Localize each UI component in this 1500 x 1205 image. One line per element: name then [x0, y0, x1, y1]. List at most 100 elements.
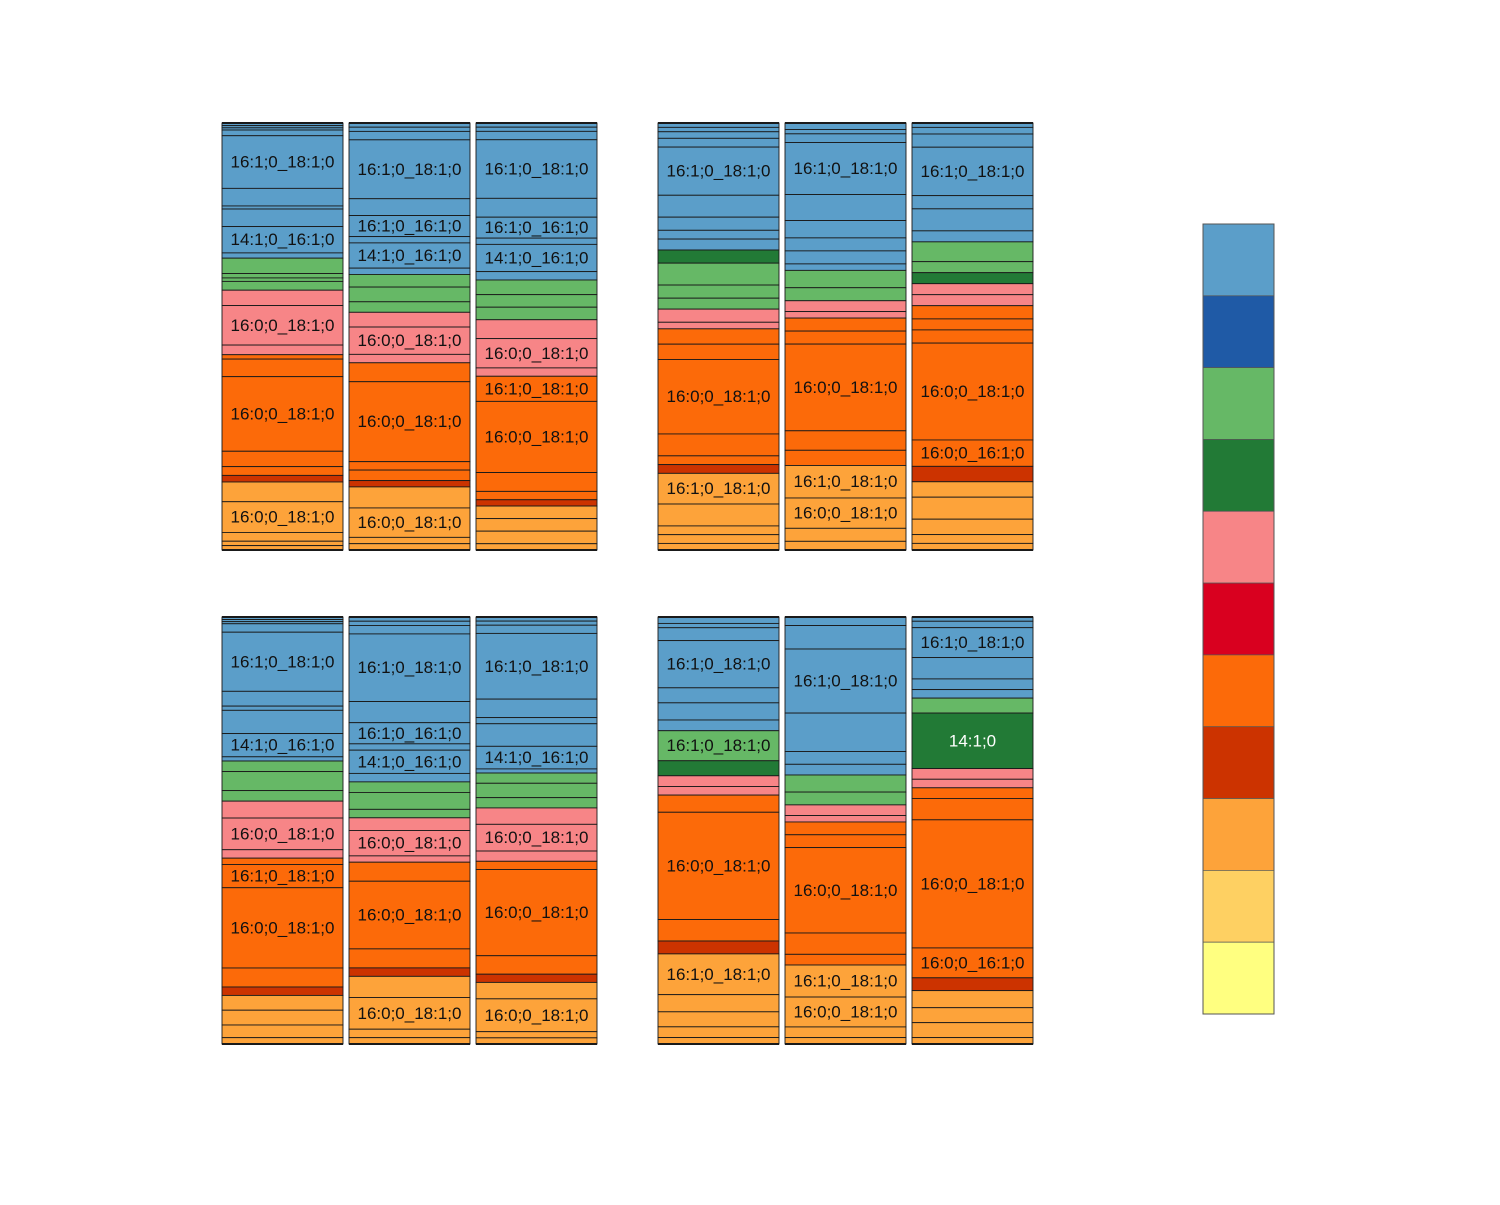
bar-segment	[784, 648, 907, 714]
segment-label: 16:0;0_18:1;0	[358, 1004, 462, 1023]
segment-label: 14:1;0_16:1;0	[358, 752, 462, 771]
colorbar-swatch	[1202, 510, 1275, 584]
bar-segment	[784, 343, 907, 432]
colorbar-swatch	[1202, 870, 1275, 943]
bar-segment	[348, 997, 471, 1030]
segment-label: 16:1;0_18:1;0	[921, 162, 1025, 181]
bar-segment	[221, 305, 344, 346]
bar-segment	[348, 267, 471, 275]
segment-label: 16:0;0_18:1;0	[921, 874, 1025, 893]
bar-segment	[784, 964, 907, 998]
bar-segment	[475, 772, 598, 784]
bar-segment	[911, 627, 1034, 659]
bar-segment	[348, 855, 471, 863]
bar-segment	[657, 359, 780, 435]
bar-segment	[911, 329, 1034, 344]
bar-segment	[784, 791, 907, 806]
bar-segment	[657, 994, 780, 1013]
bar-segment	[221, 1009, 344, 1026]
bar-segment	[657, 702, 780, 721]
bar-segment	[475, 130, 598, 141]
bar-segment	[348, 139, 471, 200]
colorbar-swatch	[1202, 726, 1275, 799]
segment-label: 16:1;0_18:1;0	[667, 162, 771, 181]
segment-label: 16:1;0_18:1;0	[794, 972, 898, 991]
bar-segment	[657, 719, 780, 732]
bar-segment	[784, 527, 907, 542]
segment-label: 14:1;0_16:1;0	[358, 246, 462, 265]
segment-label: 14:1;0	[949, 731, 996, 750]
bar-segment	[784, 540, 907, 551]
bar-segment	[221, 760, 344, 773]
bar-segment	[784, 142, 907, 195]
bar-segment	[221, 208, 344, 228]
bar-segment	[784, 847, 907, 934]
segment-label: 16:1;0_16:1;0	[358, 724, 462, 743]
bar-segment	[784, 194, 907, 221]
bar-segment	[221, 756, 344, 762]
bar-segment	[348, 461, 471, 471]
segment-label: 16:1;0_18:1;0	[794, 472, 898, 491]
bar-segment	[657, 126, 780, 133]
bar-segment	[657, 730, 780, 762]
bar-segment	[911, 518, 1034, 536]
bar-segment	[911, 620, 1034, 629]
bar-segment	[348, 620, 471, 626]
bar-segment	[475, 237, 598, 245]
bar-segment	[348, 198, 471, 217]
bar-segment	[784, 1026, 907, 1039]
bar-segment	[348, 507, 471, 538]
segment-label: 16:1;0_18:1;0	[485, 657, 589, 676]
bar-segment	[784, 311, 907, 319]
bar-segment	[221, 501, 344, 533]
bar-segment	[348, 975, 471, 998]
bar-segment	[657, 284, 780, 299]
bar-segment	[784, 763, 907, 776]
segment-label: 16:1;0_18:1;0	[231, 867, 335, 886]
panel-bottom-left: 16:1;0_18:1;0 14:1;0_16:1;0 16:0;0_18:1;0 1…	[221, 616, 598, 1045]
bar-segment	[911, 208, 1034, 232]
bar-segment	[784, 250, 907, 265]
bar-segment	[657, 343, 780, 360]
bar-segment	[475, 271, 598, 281]
bar-segment	[221, 474, 344, 483]
bar-segment	[475, 860, 598, 870]
bar-segment	[221, 354, 344, 360]
bar-segment	[657, 775, 780, 787]
segment-label: 16:1;0_18:1;0	[485, 160, 589, 179]
bar-segment	[221, 690, 344, 707]
bar-segment	[784, 932, 907, 955]
bar-segment	[221, 273, 344, 279]
bar-segment	[911, 778, 1034, 789]
bar-segment	[348, 830, 471, 857]
panel-bottom-right: 16:1;0_18:1;016:1;0_18:1;016:0;0_18:1;01…	[657, 616, 1034, 1045]
bar-segment	[348, 1028, 471, 1039]
bar-segment	[221, 187, 344, 207]
segment-label: 16:0;0_18:1;0	[485, 1006, 589, 1025]
segment-label: 16:1;0_16:1;0	[485, 218, 589, 237]
bar-segment	[911, 294, 1034, 307]
bar-top-left-1: 16:1;0_18:1;0 14:1;0_16:1;0 16:0;0_18:1;0 1…	[221, 122, 344, 551]
colorbar-swatch	[1202, 798, 1275, 871]
bar-segment	[784, 497, 907, 529]
bar-segment	[784, 317, 907, 332]
bar-segment	[475, 197, 598, 218]
bar-segment	[475, 998, 598, 1033]
bar-segment	[657, 433, 780, 457]
bar-segment	[784, 220, 907, 239]
bar-segment	[784, 237, 907, 252]
bar-segment	[911, 272, 1034, 285]
bar-segment	[475, 782, 598, 799]
bar-segment	[348, 880, 471, 950]
segment-label: 16:0;0_18:1;0	[667, 387, 771, 406]
bar-segment	[657, 146, 780, 196]
bar-segment	[911, 768, 1034, 780]
bar-segment	[221, 986, 344, 996]
bar-segment	[657, 794, 780, 813]
bar-segment	[221, 771, 344, 792]
bar-segment	[911, 133, 1034, 148]
bar-segment	[221, 540, 344, 547]
bar-segment	[657, 940, 780, 955]
